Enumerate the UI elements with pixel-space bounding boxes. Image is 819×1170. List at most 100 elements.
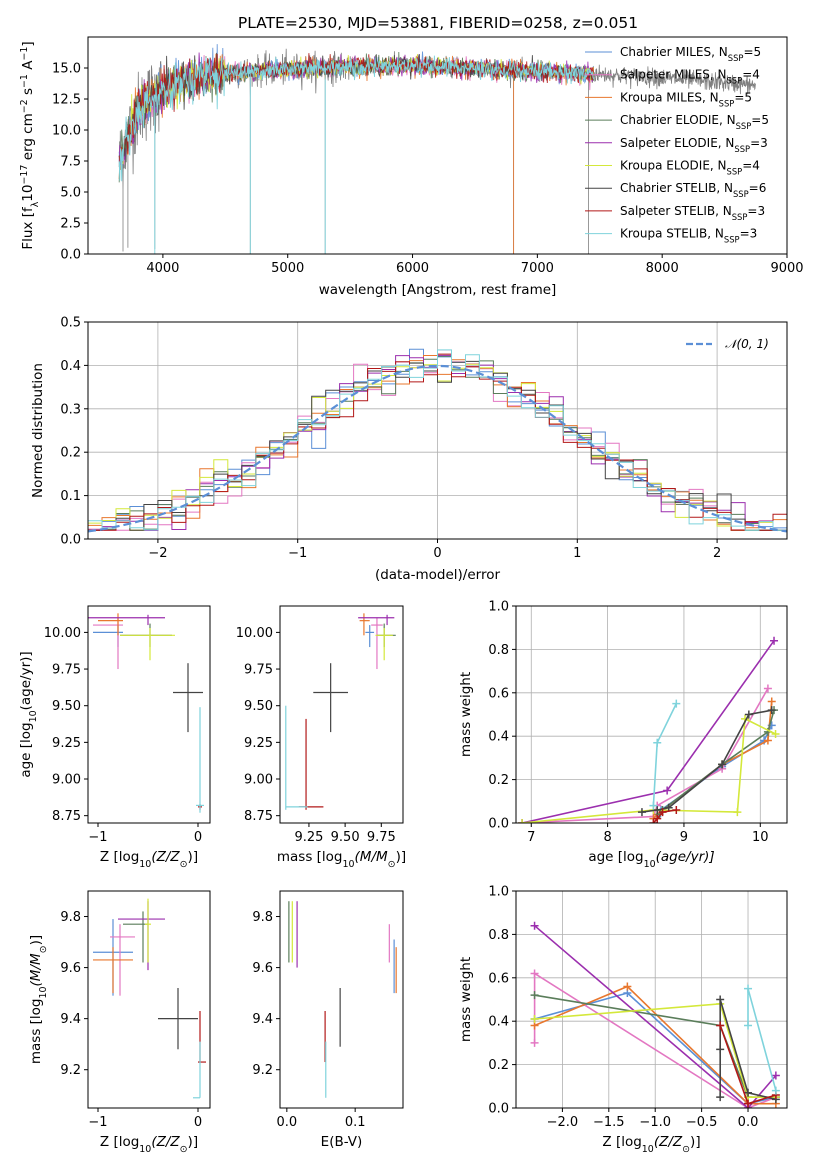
y-tick-label: 0.5 [60,316,81,331]
x-tick-label: 9.75 [367,830,396,845]
series-marker [744,984,753,993]
y-tick-label: 0.4 [60,359,81,374]
legend-label: Chabrier ELODIE, NSSP=5 [620,113,769,131]
y-tick-label: 9.8 [252,910,273,925]
normal-distribution-curve [88,364,787,533]
x-tick-label: 9.25 [294,830,323,845]
series-marker [530,1015,539,1024]
series-marker [716,1021,725,1030]
series-line [534,925,777,1108]
y-tick-label: 9.8 [60,910,81,925]
series-marker [530,991,539,1000]
series-marker [767,706,776,715]
x-tick-label: −1 [288,546,307,561]
x-tick-label: −2 [148,546,167,561]
x-tick-label: 4000 [146,261,179,276]
x-tick-label: 6000 [396,261,429,276]
errorbar-salpeter-miles [371,617,383,670]
series-marker [530,1038,539,1047]
series-marker [658,808,667,817]
y-tick-label: 8.75 [52,809,81,824]
x-tick-label: 5000 [271,261,304,276]
x-tick-label: 10 [752,830,769,845]
y-tick-label: 0.6 [488,686,509,701]
x-tick-label: 8 [603,830,611,845]
y-tick-label: 0.0 [488,817,509,832]
x-axis-label: Z [log10(Z/Z⊙)] [100,1134,198,1155]
errorbar-kroupa-miles [359,613,370,636]
y-tick-label: 10.00 [44,626,81,641]
y-tick-label: 0.2 [488,1058,509,1073]
series-kroupa-stelib [744,984,780,1095]
y-tick-label: 0.0 [488,1102,509,1117]
y-axis-label: age [log10(age/yr)] [18,651,39,777]
axes-mass_vs_Z: −1 0 9.2 9.4 9.6 9.8 Z [log10(Z/Z⊙)] mass [log1… [28,890,211,1155]
y-axis-label: mass weight [458,672,474,757]
y-tick-label: 0.6 [488,971,509,986]
x-axis-label: mass [log10(M/M⊙)] [277,849,406,870]
y-tick-label: 9.00 [52,773,81,788]
legend-label: Chabrier STELIB, NSSP=6 [620,181,766,199]
x-tick-label: −1 [88,1115,107,1130]
series-salpeter-stelib [649,805,681,823]
x-tick-label: 9 [680,830,688,845]
errorbar-kroupa-elodie [120,627,175,661]
axes-frame-residuals [87,321,788,540]
series-line [534,1002,776,1098]
axes-frame-spectrum [87,36,788,255]
y-tick-label: 0.2 [60,446,81,461]
plot-area-mass_weight_vs_age [518,636,780,823]
x-tick-label: 9.50 [331,830,360,845]
errorbar-chabrier-stelib [158,988,198,1050]
y-tick-label: 7.5 [60,155,81,170]
plot-area-residuals [88,348,787,539]
x-tick-label: −2.0 [547,1115,579,1130]
legend-label: Chabrier MILES, NSSP=5 [620,45,761,63]
x-tick-label: 0.0 [276,1115,297,1130]
y-tick-label: 5.0 [60,186,81,201]
plot-area-mass_vs_Z [93,898,206,1099]
y-tick-label: 9.75 [244,663,273,678]
series-marker [672,805,681,814]
errorbar-chabrier-stelib [173,663,203,733]
series-line [652,809,677,823]
y-tick-label: 0.2 [488,773,509,788]
y-tick-label: 0.0 [60,248,81,263]
y-tick-label: 9.00 [244,773,273,788]
errorbar-kroupa-stelib [196,707,204,813]
series-marker [653,805,662,814]
axes-frame-mass_vs_EBV [279,890,404,1109]
errorbar-kroupa-elodie [375,627,393,661]
series-marker [771,1086,780,1095]
legend-label: Salpeter ELODIE, NSSP=3 [620,136,768,154]
legend-label: Salpeter STELIB, NSSP=3 [620,204,765,222]
series-marker [716,995,725,1004]
series-marker [744,1021,753,1030]
y-tick-label: 2.5 [60,217,81,232]
errorbar-salpeter-elodie [88,614,165,626]
y-tick-label: 9.6 [252,961,273,976]
series-marker [716,1045,725,1054]
x-axis-label: (data-model)/error [375,567,501,583]
x-tick-label: 1 [573,546,581,561]
axes-frame-mass_weight_vs_Z [515,890,788,1109]
axes-mass_vs_EBV: 0.0 0.1 9.2 9.4 9.6 9.8 E(B-V) [252,890,404,1150]
x-axis-label: Z [log10(Z/Z⊙)] [602,1134,700,1155]
y-axis-label: mass [log10(M/M⊙)] [28,935,49,1064]
legend-label: Kroupa ELODIE, NSSP=4 [620,159,760,177]
series-marker [716,1093,725,1102]
series-line [534,985,776,1105]
errorbar-kroupa-miles [93,947,133,994]
x-axis-label: age [log10(age/yr)] [588,849,714,870]
series-marker [718,760,727,769]
y-tick-label: 0.3 [60,402,81,417]
plot-area-spectrum [118,44,757,254]
series-marker [653,738,662,747]
histogram-kroupa-elodie [88,363,787,539]
spectrum-legend: Chabrier MILES, NSSP=5 Salpeter MILES, NS… [585,45,769,245]
legend-label: Kroupa STELIB, NSSP=3 [620,227,757,245]
plot-area-age_vs_Z [88,613,204,813]
x-tick-label: 9000 [770,261,803,276]
